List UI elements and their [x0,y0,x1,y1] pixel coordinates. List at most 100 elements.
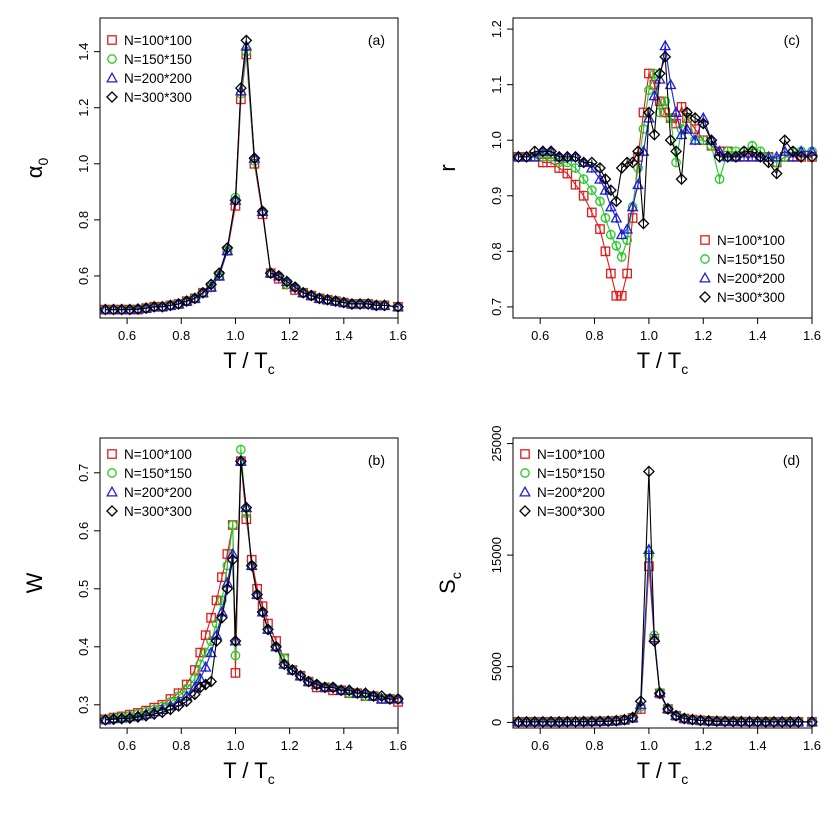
data-point [762,156,775,169]
data-point [675,128,688,140]
data-point [595,196,605,207]
data-point [594,162,606,174]
data-point [205,278,218,291]
x-axis-title-sub: c [681,361,688,377]
y-tick-label: 1.0 [76,155,91,173]
x-tick-label: 1.6 [803,328,821,343]
data-point [654,96,665,107]
legend-marker [106,485,118,497]
data-point [545,145,558,158]
data-point [622,268,633,279]
panel-b: 0.6 0.8 1.0 1.2 1.4 1.6 0.3 0.4 0.5 0.6 0.7 T / Tc W… [22,437,407,787]
data-point [234,455,247,468]
data-point [545,715,558,728]
data-point [164,703,177,716]
legend-marker [106,91,118,103]
legend-marker [107,449,117,459]
x-tick-label: 0.6 [531,738,549,753]
data-point [743,715,756,728]
y-axis-title-main: r [435,164,460,171]
legend-label: N=150*150 [124,466,192,481]
y-tick-label: 25000 [489,425,504,461]
x-tick-label: 0.8 [172,738,190,753]
data-point [221,241,234,254]
data-point [638,107,649,118]
legend-marker [699,271,711,283]
data-point [383,693,396,705]
data-point [226,553,239,566]
data-point [236,444,246,455]
data-point [217,595,227,606]
data-point [217,572,227,583]
data-point [714,174,725,184]
data-point [148,300,161,313]
data-point [778,134,791,147]
legend-label: N=200*200 [537,485,605,500]
legend-label: N=100*100 [124,447,192,462]
data-point [710,715,723,728]
data-point [637,217,650,230]
y-tick-label: 0.7 [489,298,504,316]
data-point [586,185,597,196]
legend-marker [107,468,117,478]
data-point [806,150,818,163]
panel-tag: (d) [783,452,800,468]
legend-label: N=100*100 [537,447,605,462]
data-point [528,145,541,158]
panel-c: 0.6 0.8 1.0 1.2 1.4 1.6 0.7 0.8 0.9 1.0 1.1 1.2 T / … [435,17,821,377]
data-point [570,179,581,190]
plot-frame [99,17,399,319]
data-point [792,715,805,728]
legend-marker [699,291,711,303]
data-point [644,68,654,79]
data-point [329,295,342,308]
data-point [180,695,193,708]
data-point [206,612,216,623]
data-point [264,267,277,280]
y-tick-label: 0.8 [76,211,91,229]
x-axis-title: T / Tc [223,348,274,377]
panel-tag: (a) [368,32,385,48]
series-diamond [512,465,818,728]
data-point [337,296,350,309]
data-point [735,715,748,728]
data-point [256,606,269,618]
legend-label: N=150*150 [717,252,785,267]
data-point [234,82,247,95]
legend-label: N=100*100 [124,33,192,48]
data-point [721,150,734,163]
data-point [754,150,767,163]
x-axis-title: T / Tc [637,348,688,377]
data-point [729,150,742,163]
x-tick-label: 1.4 [335,328,353,343]
legend-label: N=300*300 [124,90,192,105]
y-axis-title-main: W [22,572,47,593]
data-point [770,150,783,162]
x-tick-label: 1.2 [694,328,712,343]
legend-label: N=200*200 [124,485,192,500]
legend-marker [519,505,531,517]
data-point [272,269,285,282]
series-line [518,56,812,224]
data-point [594,715,606,728]
data-point [359,687,372,700]
data-point [633,163,643,173]
data-point [626,711,639,724]
data-point [600,213,611,223]
plot-frame [99,437,399,729]
y-tick-label: 0 [489,719,504,726]
data-point [632,145,644,158]
data-point [610,195,623,208]
data-point [172,700,185,712]
data-point [569,715,582,728]
data-point [536,145,549,158]
data-point [229,194,242,207]
data-point [553,150,566,163]
legend-marker [106,505,118,517]
data-point [270,640,283,653]
data-point [697,117,710,130]
data-point [195,647,206,658]
data-point [784,715,797,728]
data-point [787,145,799,158]
data-point [302,675,315,688]
